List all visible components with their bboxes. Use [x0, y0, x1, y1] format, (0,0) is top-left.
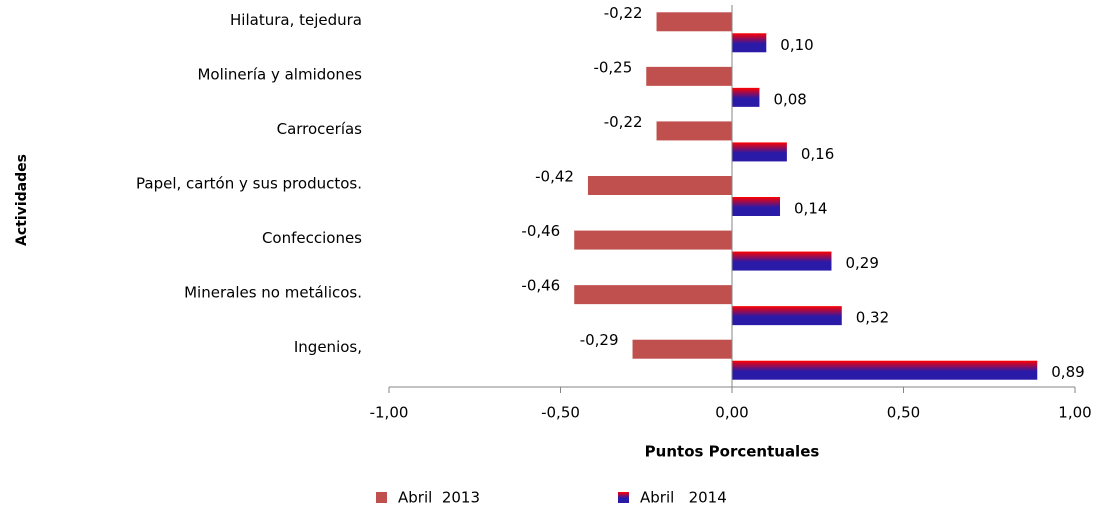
legend-swatch: [376, 492, 387, 503]
y-tick-label: Carrocerías: [277, 120, 363, 138]
value-label: 0,08: [773, 90, 806, 108]
value-label: -0,22: [604, 113, 643, 131]
value-label: -0,29: [580, 331, 619, 349]
x-tick-label: 0,00: [715, 404, 748, 422]
bar: [656, 121, 732, 141]
value-label: 0,10: [780, 36, 813, 54]
value-label: 0,89: [1051, 363, 1084, 381]
x-tick-label: -0,50: [541, 404, 580, 422]
x-axis-title: Puntos Porcentuales: [645, 443, 820, 461]
bar: [574, 285, 732, 305]
bar: [732, 251, 832, 271]
bar: [732, 306, 842, 326]
bar: [732, 33, 767, 53]
bar: [587, 176, 732, 195]
legend-swatch: [618, 492, 629, 503]
value-label: 0,16: [801, 145, 834, 163]
value-label: -0,42: [535, 168, 574, 186]
value-label: 0,14: [794, 200, 827, 218]
legend-label: Abril 2013: [398, 489, 480, 507]
value-label: 0,32: [856, 309, 889, 327]
bar: [732, 142, 787, 162]
bar: [656, 12, 732, 32]
bar: [646, 66, 732, 86]
bar: [632, 339, 732, 359]
x-tick-label: 1,00: [1058, 404, 1091, 422]
value-label: -0,25: [593, 58, 632, 76]
value-label: 0,29: [845, 254, 878, 272]
x-tick-label: 0,50: [887, 404, 920, 422]
y-axis-title: Actividades: [14, 154, 30, 246]
value-label: -0,22: [604, 4, 643, 22]
x-tick-label: -1,00: [370, 404, 409, 422]
value-label: -0,46: [521, 277, 560, 295]
value-label: -0,46: [521, 222, 560, 240]
legend-label: Abril 2014: [640, 489, 727, 507]
y-tick-label: Papel, cartón y sus productos.: [136, 175, 362, 193]
bar: [732, 360, 1038, 380]
bar: [574, 230, 732, 250]
y-tick-label: Ingenios,: [294, 338, 362, 356]
bar: [732, 87, 760, 107]
y-tick-label: Hilatura, tejedura: [230, 11, 362, 29]
y-tick-label: Confecciones: [262, 229, 362, 247]
bar: [732, 197, 781, 216]
y-tick-label: Molinería y almidones: [197, 65, 362, 83]
y-tick-label: Minerales no metálicos.: [184, 284, 362, 302]
